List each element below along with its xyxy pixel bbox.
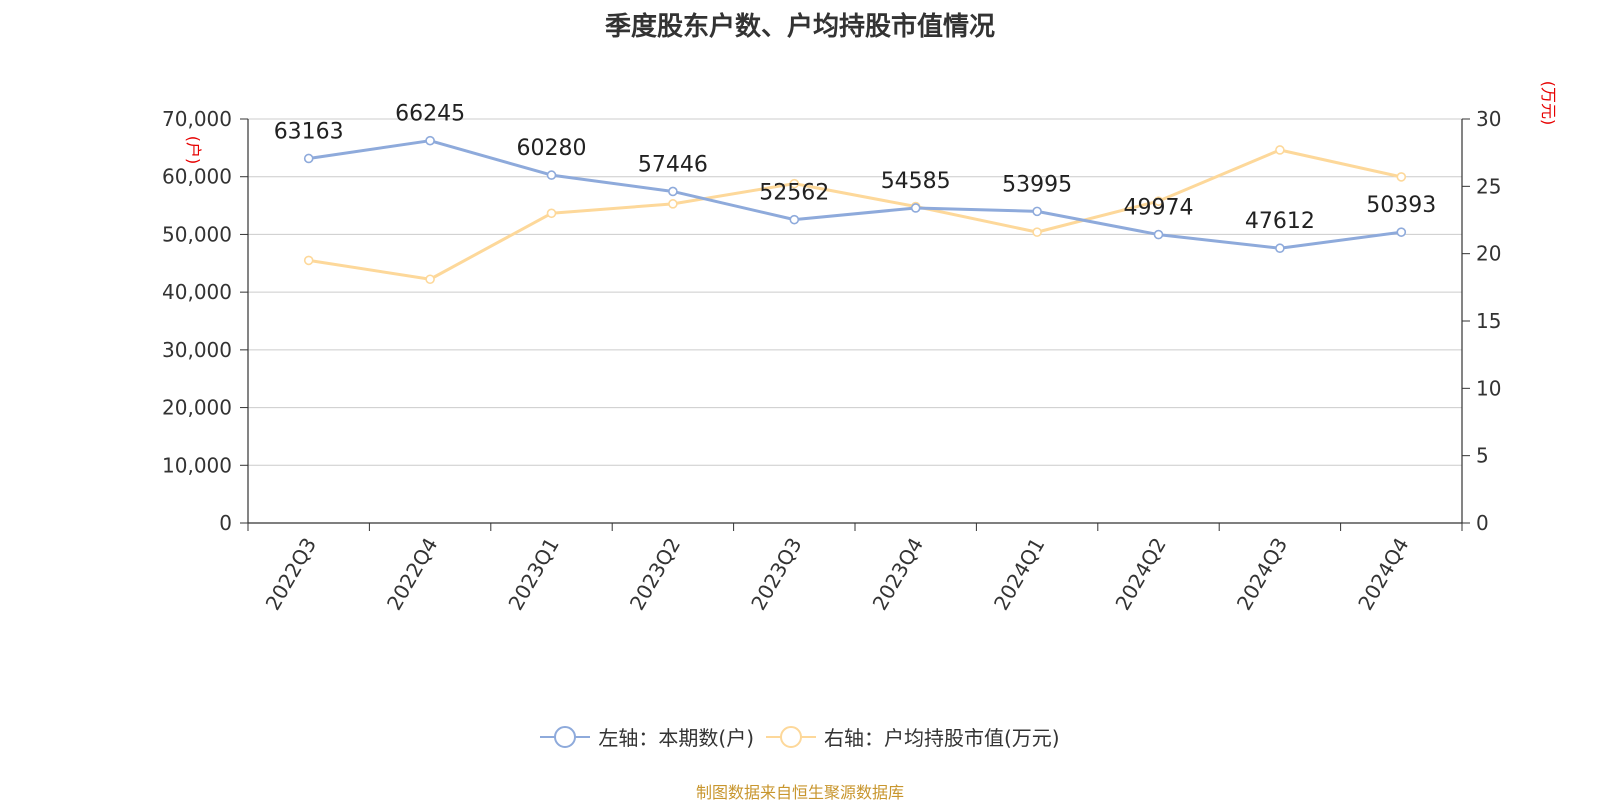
- households-point: [546, 170, 557, 180]
- left-axis-tick-label: 50,000: [162, 222, 232, 246]
- left-axis-tick-label: 40,000: [162, 280, 232, 304]
- legend: 左轴：本期数(户) 右轴：户均持股市值(万元): [0, 722, 1600, 751]
- legend-line-circle-icon: [540, 725, 591, 748]
- left-axis-tick-label: 0: [219, 511, 232, 535]
- market-value-point: [303, 255, 314, 266]
- x-axis-tick-label: 2024Q1: [989, 534, 1049, 615]
- households-point: [425, 135, 435, 146]
- series-lines: [303, 135, 1407, 285]
- households-point: [668, 186, 678, 197]
- left-axis-tick-label: 30,000: [162, 338, 232, 362]
- x-axis-tick-label: 2022Q4: [382, 534, 442, 615]
- source-note: 制图数据来自恒生聚源数据库: [695, 783, 904, 802]
- market-value-point: [668, 199, 678, 209]
- market-value-point: [546, 208, 557, 219]
- data-labels: 63163 66245 60280 57446 52562 54585 53995 49974…: [274, 102, 1437, 235]
- households-point: [789, 214, 800, 225]
- data-label: 60280: [517, 136, 587, 161]
- x-axis-tick-label: 2023Q4: [868, 534, 928, 615]
- market-value-point: [1153, 196, 1164, 206]
- legend-item-households[interactable]: 左轴：本期数(户): [540, 722, 754, 751]
- legend-label-households: 左轴：本期数(户): [598, 726, 754, 750]
- right-axis-tick-label: 25: [1476, 174, 1501, 198]
- x-axis-tick-label: 2022Q3: [261, 534, 321, 615]
- right-axis-tick-label: 15: [1476, 309, 1501, 333]
- x-axis-tick-label: 2024Q4: [1353, 534, 1413, 615]
- data-label: 49974: [1124, 196, 1194, 221]
- households-point: [910, 203, 921, 213]
- left-axis-tick-label: 60,000: [162, 165, 232, 189]
- axes: 0 10,000 20,000 30,000 40,000 50,000 60,000 70,…: [162, 81, 1558, 614]
- left-axis-tick-label: 10,000: [162, 453, 232, 477]
- households-point: [303, 153, 314, 164]
- data-label: 47612: [1245, 209, 1315, 234]
- right-axis-unit-label: (万元): [1539, 81, 1558, 126]
- left-axis-tick-label: 70,000: [162, 107, 232, 131]
- x-axis-tick-label: 2023Q1: [503, 534, 563, 615]
- households-point: [1275, 243, 1285, 254]
- market-value-point: [789, 178, 800, 189]
- legend-label-market-value: 右轴：户均持股市值(万元): [824, 726, 1060, 750]
- right-axis-tick-label: 0: [1476, 511, 1489, 535]
- data-label: 50393: [1366, 193, 1436, 218]
- households-line: [308, 139, 1402, 250]
- left-axis-unit-label: (户): [184, 136, 203, 165]
- x-axis-tick-label: 2023Q3: [746, 534, 806, 615]
- x-axis-tick-label: 2023Q2: [625, 534, 685, 615]
- data-label: 52562: [759, 181, 829, 206]
- data-label: 66245: [395, 102, 465, 127]
- market-value-point: [1275, 145, 1285, 155]
- data-label: 57446: [638, 152, 708, 177]
- legend-item-market-value[interactable]: 右轴：户均持股市值(万元): [766, 722, 1060, 751]
- x-axis-tick-label: 2024Q2: [1110, 534, 1170, 615]
- left-axis-tick-label: 20,000: [162, 396, 232, 420]
- right-axis-tick-label: 5: [1476, 444, 1489, 468]
- data-label: 63163: [274, 119, 344, 144]
- market-value-point: [425, 274, 435, 285]
- households-point: [1153, 229, 1164, 240]
- households-point: [1032, 206, 1042, 217]
- market-value-point: [1032, 227, 1042, 237]
- data-label: 54585: [881, 169, 951, 194]
- right-axis-tick-label: 20: [1476, 242, 1501, 266]
- x-axis-tick-label: 2024Q3: [1232, 534, 1292, 615]
- market-value-line: [308, 148, 1402, 281]
- legend-line-circle-icon: [766, 725, 816, 748]
- households-point: [1396, 227, 1407, 237]
- right-axis-tick-label: 30: [1476, 107, 1501, 131]
- gridlines: [248, 118, 1462, 466]
- market-value-point: [1396, 172, 1407, 182]
- chart-title: 季度股东户数、户均持股市值情况: [604, 12, 995, 42]
- right-axis-tick-label: 10: [1476, 376, 1501, 400]
- data-label: 53995: [1002, 172, 1072, 197]
